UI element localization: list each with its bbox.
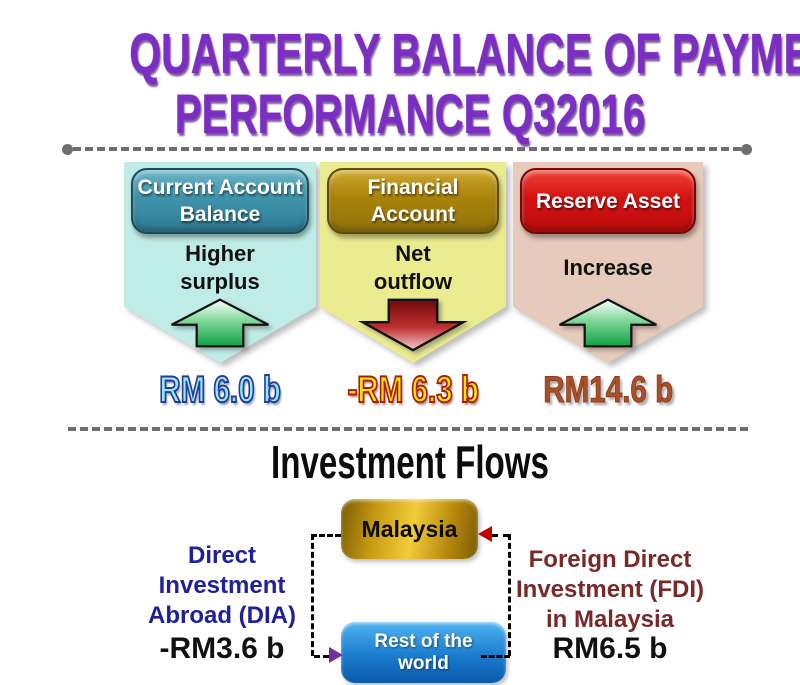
card-header-label: Current Account Balance: [137, 176, 303, 226]
outflow-line-vertical: [311, 534, 314, 656]
divider-dot-right: [741, 143, 752, 155]
inflow-arrowhead-icon: [478, 526, 492, 542]
inflow-line-top: [492, 534, 509, 537]
section-title-text: Investment Flows: [271, 436, 549, 488]
card-subtitle: Higher surplus: [180, 241, 260, 294]
dia-value: -RM3.6 b: [159, 632, 285, 665]
card-value: RM 6.0 b: [104, 369, 336, 411]
card-reserve-asset: Reserve Asset Increase RM14.6 b: [513, 162, 703, 412]
inflow-line-bottom: [481, 655, 510, 658]
card-header: Financial Account: [327, 168, 499, 234]
fdi-value: RM6.5 b: [552, 632, 668, 665]
divider-dashed-line: [68, 427, 748, 431]
title-line-2: PERFORMANCE Q32016: [174, 82, 646, 145]
title-line-1: QUARTERLY BALANCE OF PAYMENTS: [129, 22, 800, 86]
node-rest-of-world: Rest of the world: [341, 622, 506, 683]
node-malaysia: Malaysia: [341, 499, 478, 559]
card-header-label: Reserve Asset: [536, 189, 680, 213]
card-financial-account: Financial Account Net outflow -RM 6.3 b: [320, 162, 506, 412]
card-value-text: RM14.6 b: [543, 369, 674, 410]
card-value-text: RM 6.0 b: [158, 369, 281, 411]
card-subtitle: Net outflow: [373, 241, 453, 294]
up-arrow-icon: [124, 297, 316, 349]
dia-label: Direct Investment Abroad (DIA): [148, 542, 296, 629]
outflow-arrowhead-icon: [329, 647, 343, 663]
outflow-line-bottom: [314, 655, 329, 658]
inflow-line-vertical: [508, 534, 511, 656]
card-current-account-balance: Current Account Balance Higher surplus R…: [124, 162, 316, 412]
outflow-line-top: [311, 534, 341, 537]
up-arrow-icon: [513, 297, 703, 349]
middle-divider: [68, 424, 748, 434]
card-header-label: Financial Account: [367, 176, 459, 226]
card-value-text: -RM 6.3 b: [346, 369, 479, 411]
card-header: Reserve Asset: [520, 168, 696, 234]
card-header: Current Account Balance: [131, 168, 309, 234]
divider-dashed-line: [73, 147, 741, 151]
divider-dot-left: [62, 143, 73, 155]
card-value: RM14.6 b: [493, 369, 723, 410]
node-rest-of-world-label: Rest of the world: [374, 630, 473, 674]
node-malaysia-label: Malaysia: [361, 515, 458, 542]
section-title-investment-flows: Investment Flows: [20, 438, 800, 486]
card-value: -RM 6.3 b: [300, 369, 526, 411]
card-subtitle: Increase: [563, 255, 653, 280]
top-divider: [62, 143, 752, 155]
fdi-label: Foreign Direct Investment (FDI) in Malay…: [515, 546, 704, 633]
down-arrow-icon: [320, 297, 506, 353]
page-title: QUARTERLY BALANCE OF PAYMENTS PERFORMANC…: [20, 24, 800, 144]
